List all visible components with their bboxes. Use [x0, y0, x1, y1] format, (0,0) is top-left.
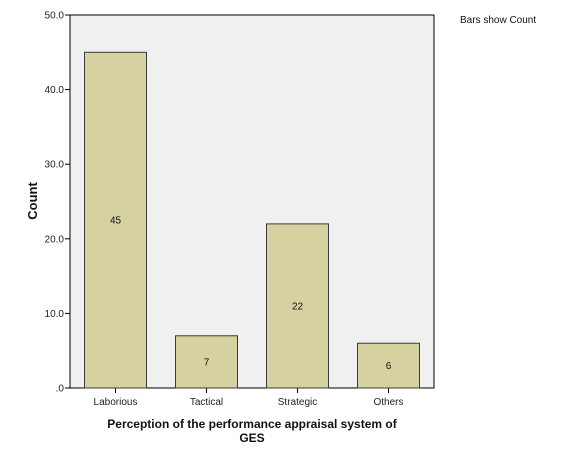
x-axis-title-line-2: GES — [239, 431, 264, 445]
bar-laborious — [84, 51, 147, 389]
x-tick-label: Strategic — [278, 397, 317, 408]
bars — [84, 51, 420, 389]
x-axis: Laborious Tactical Strategic Others — [94, 388, 404, 408]
bar-strategic — [266, 223, 329, 389]
x-tick-label: Others — [373, 397, 403, 408]
y-tick-label: 30.0 — [45, 160, 65, 171]
x-tick-label: Laborious — [94, 397, 138, 408]
y-tick-label: 50.0 — [45, 11, 65, 22]
y-tick-label: 40.0 — [45, 85, 65, 96]
bar-others — [357, 342, 420, 389]
x-axis-title-line-1: Perception of the performance appraisal … — [107, 417, 397, 431]
bar-tactical — [175, 335, 238, 389]
data-label-others: 6 — [386, 361, 392, 372]
y-tick-label: .0 — [56, 384, 65, 395]
y-axis: .0 10.0 20.0 30.0 40.0 50.0 — [45, 11, 70, 395]
data-label-laborious: 45 — [110, 216, 122, 227]
y-axis-title: Count — [25, 182, 40, 220]
data-labels: 45 7 22 6 — [110, 216, 392, 372]
bars-show-count-note: Bars show Count — [460, 15, 536, 26]
data-label-strategic: 22 — [292, 301, 304, 312]
y-tick-label: 10.0 — [45, 309, 65, 320]
y-tick-label: 20.0 — [45, 234, 65, 245]
data-label-tactical: 7 — [204, 357, 210, 368]
x-tick-label: Tactical — [190, 397, 223, 408]
